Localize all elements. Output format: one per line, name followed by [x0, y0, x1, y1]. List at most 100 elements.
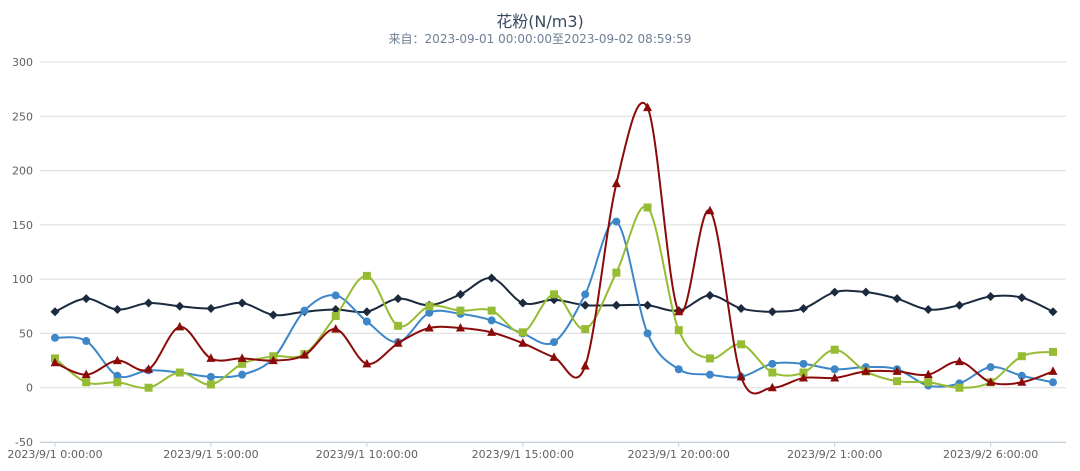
data-point [113, 378, 122, 387]
x-tick-label: 2023/9/1 0:00:00 [7, 448, 102, 461]
data-point [393, 294, 403, 304]
data-point [362, 358, 372, 368]
data-point [612, 217, 621, 226]
data-point [1048, 366, 1058, 375]
data-point [175, 321, 185, 331]
data-point [768, 368, 777, 377]
data-point [455, 323, 465, 332]
data-point [705, 370, 714, 379]
data-point [238, 359, 247, 368]
data-point [830, 345, 839, 354]
data-point [830, 372, 840, 382]
data-point [954, 356, 964, 366]
data-point [924, 378, 933, 387]
y-tick-label: 250 [12, 110, 33, 123]
data-point [892, 294, 902, 304]
data-point [81, 294, 91, 304]
chart-subtitle: 来自：2023-09-01 00:00:00至2023-09-02 08:59:… [388, 32, 692, 46]
y-tick-label: 100 [12, 273, 33, 286]
data-point [1017, 293, 1027, 303]
data-point [674, 365, 683, 374]
data-point [674, 326, 683, 335]
data-point [611, 300, 621, 310]
data-point [487, 327, 497, 336]
data-point [268, 310, 278, 320]
y-tick-label: 150 [12, 219, 33, 232]
data-point [300, 306, 309, 315]
data-point [51, 333, 59, 342]
data-point [81, 369, 91, 379]
data-point [954, 300, 964, 310]
data-point [1049, 347, 1057, 356]
data-point [331, 291, 340, 300]
x-tick-label: 2023/9/1 15:00:00 [472, 448, 574, 461]
data-point [550, 338, 558, 347]
data-point [113, 371, 122, 380]
series-line-3 [54, 205, 1054, 389]
data-point [737, 340, 746, 349]
data-point [581, 325, 590, 334]
data-point [705, 290, 715, 300]
data-point [986, 377, 996, 386]
data-point [923, 369, 933, 379]
data-point [736, 371, 746, 381]
data-point [268, 355, 278, 365]
data-point [612, 268, 621, 277]
data-point [175, 301, 185, 311]
data-point [767, 307, 777, 317]
data-point [362, 271, 371, 280]
data-point [518, 328, 527, 337]
data-point [705, 205, 715, 215]
data-point [425, 302, 434, 311]
data-point [830, 287, 840, 297]
data-point [112, 305, 122, 315]
data-point [861, 287, 871, 297]
data-point [767, 382, 777, 392]
data-point [955, 383, 964, 392]
data-point [362, 307, 372, 317]
data-point [643, 300, 653, 310]
x-tick-label: 2023/9/1 10:00:00 [316, 448, 418, 461]
data-point [1049, 378, 1057, 387]
data-point [206, 353, 216, 362]
data-point [112, 355, 122, 365]
x-tick-label: 2023/9/2 6:00:00 [943, 448, 1038, 461]
data-point [549, 352, 559, 361]
data-point [799, 359, 808, 368]
data-point [580, 361, 590, 370]
data-point [1017, 352, 1026, 361]
data-point [705, 354, 714, 363]
y-tick-label: 0 [26, 382, 33, 395]
y-tick-label: 50 [19, 327, 33, 340]
x-tick-label: 2023/9/2 1:00:00 [787, 448, 882, 461]
data-point [861, 366, 871, 375]
data-point [986, 363, 995, 372]
data-point [394, 321, 403, 330]
data-point [237, 353, 247, 362]
data-point [799, 303, 808, 313]
y-tick-label: -50 [15, 436, 33, 449]
data-point [611, 178, 621, 188]
data-point [550, 290, 558, 299]
data-point [830, 365, 839, 374]
data-point [50, 357, 60, 367]
data-point [144, 364, 154, 373]
data-point [393, 338, 403, 347]
data-point [923, 305, 933, 315]
data-point [768, 359, 777, 368]
data-point [237, 298, 247, 308]
data-point [1048, 307, 1058, 317]
data-point [518, 298, 528, 308]
data-point [892, 366, 902, 375]
data-point [643, 102, 653, 112]
series-line-4 [54, 101, 1054, 395]
x-tick-label: 2023/9/1 5:00:00 [163, 448, 258, 461]
chart-title: 花粉(N/m3) [496, 12, 584, 31]
data-point [674, 306, 684, 316]
data-point [893, 377, 902, 386]
y-tick-label: 300 [12, 56, 33, 69]
data-point [799, 368, 808, 377]
data-point [487, 273, 497, 283]
